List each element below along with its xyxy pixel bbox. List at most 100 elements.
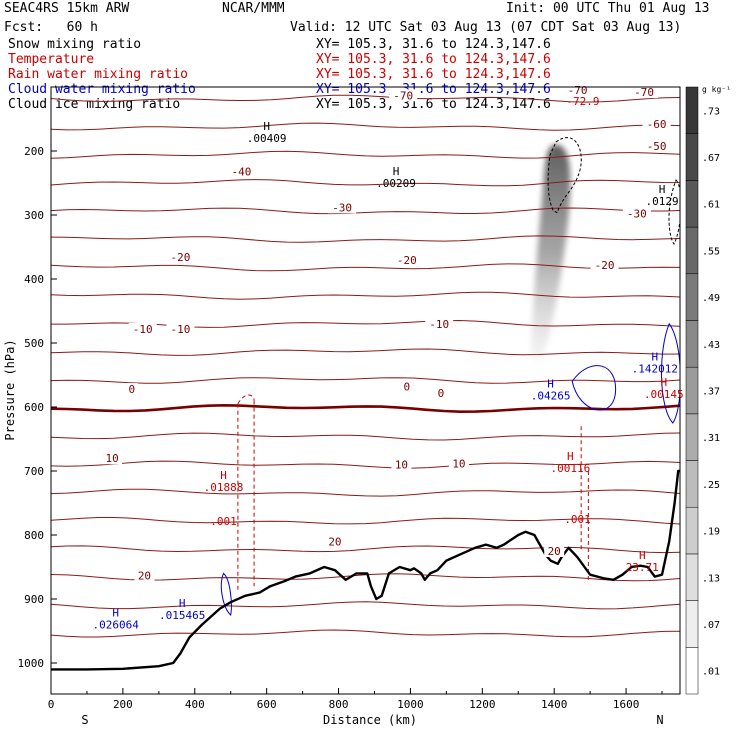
colorbar-tick-label: .25 <box>702 480 720 491</box>
colorbar-tick-label: .19 <box>702 527 720 538</box>
model-title: SEAC4RS 15km ARW <box>4 1 130 16</box>
maximum-value: .01888 <box>204 481 244 494</box>
isotherm-label: -20 <box>595 259 615 272</box>
maximum-value: .00209 <box>376 177 416 190</box>
valid-time: Valid: 12 UTC Sat 03 Aug 13 (07 CDT Sat … <box>290 20 682 35</box>
x-tick-label: 200 <box>113 698 133 711</box>
isotherm-label-bg <box>166 251 195 264</box>
maximum-marker: H <box>639 549 646 562</box>
colorbar-segment <box>685 86 699 134</box>
isotherm-label: -40 <box>232 165 252 178</box>
isotherm-line <box>51 235 680 243</box>
y-tick-label: 700 <box>24 465 44 478</box>
isotherm-label: 10 <box>452 457 465 470</box>
colorbar-tick-label: .37 <box>702 387 720 398</box>
x-tick-label: 1000 <box>397 698 424 711</box>
colorbar-tick-label: .31 <box>702 433 720 444</box>
isotherm-line <box>51 601 680 610</box>
field-snow-label: Snow mixing ratio <box>8 37 142 52</box>
colorbar-tick-label: .43 <box>702 340 720 351</box>
isotherm-line <box>51 122 680 131</box>
colorbar-segment <box>685 553 699 601</box>
isotherm-label-bg <box>328 201 357 214</box>
colorbar-tick-label: .67 <box>702 153 720 164</box>
maximum-value: .04265 <box>531 389 571 402</box>
field-cloudwater-label: Cloud water mixing ratio <box>8 82 196 97</box>
maximum-value: .00116 <box>550 462 590 475</box>
isotherm-label-bg <box>125 383 138 396</box>
x-end-label-north: N <box>656 713 663 727</box>
maximum-marker: H <box>567 450 574 463</box>
maximum-value: .001 <box>210 515 237 528</box>
isotherm-line <box>51 263 680 272</box>
isotherm-label: -30 <box>332 201 352 214</box>
isotherm-label-bg <box>642 118 671 131</box>
isotherm-label: 10 <box>395 459 408 472</box>
isotherm-label-bg <box>544 545 565 557</box>
x-tick-label: 800 <box>329 698 349 711</box>
isotherm-label-bg <box>324 535 345 548</box>
isotherm-label-bg <box>434 386 447 399</box>
colorbar-tick-label: .61 <box>702 200 720 211</box>
colorbar-segment <box>685 506 699 555</box>
colorbar-tick-label: .55 <box>702 246 720 257</box>
isotherm-label: 0 <box>438 387 445 400</box>
isotherm-label: -20 <box>397 254 417 267</box>
isotherm-line <box>51 629 680 638</box>
x-tick-label: 0 <box>48 698 55 711</box>
cloud-water-contour <box>571 365 616 411</box>
init-time: Init: 00 UTC Thu 01 Aug 13 <box>506 1 710 16</box>
y-axis-label: Pressure (hPa) <box>3 339 17 440</box>
isotherm-label-bg <box>392 253 421 266</box>
isotherm-label: -70 <box>634 86 654 99</box>
y-tick-label: 900 <box>24 593 44 606</box>
isotherm-line <box>51 348 680 356</box>
y-tick-label: 400 <box>24 273 44 286</box>
isotherm-label: 20 <box>138 569 151 582</box>
y-tick-label: 300 <box>24 209 44 222</box>
colorbar-segment <box>685 413 699 461</box>
y-tick-label: 800 <box>24 529 44 542</box>
colorbar-segment <box>685 180 699 228</box>
isotherm-line <box>51 460 680 469</box>
x-end-label-south: S <box>81 713 88 727</box>
colorbar-segment <box>685 133 699 181</box>
colorbar-tick-label: .49 <box>702 293 720 304</box>
cloud-ice-contour <box>547 137 582 214</box>
field-rain-label: Rain water mixing ratio <box>8 67 189 82</box>
isotherm-label: -20 <box>170 251 190 264</box>
colorbar-segment <box>685 460 699 508</box>
maximum-value: .015465 <box>159 609 205 622</box>
plot-frame <box>50 86 681 695</box>
colorbar-segment <box>685 647 699 695</box>
colorbar-unit: g kg⁻¹ <box>702 85 731 94</box>
maximum-value: -72.9 <box>566 95 599 108</box>
maximum-value: .142012 <box>632 363 678 376</box>
field-cloudice-xy: XY= 105.3, 31.6 to 124.3,147.6 <box>316 97 551 112</box>
x-tick-label: 1200 <box>469 698 496 711</box>
y-tick-label: 200 <box>24 145 44 158</box>
rain-water-contour <box>237 394 255 405</box>
colorbar-tick-label: .13 <box>702 573 720 584</box>
maximum-marker: H <box>661 376 668 389</box>
isotherm-label-bg <box>102 452 123 465</box>
isotherm-line <box>51 150 680 159</box>
isotherm-label: 0 <box>404 381 411 394</box>
x-tick-label: 600 <box>257 698 277 711</box>
maximum-marker: H <box>652 351 659 364</box>
field-cloudice-label: Cloud ice mixing ratio <box>8 97 181 112</box>
maximum-marker: H <box>547 377 554 390</box>
field-cloudwater-xy: XY= 105.3, 31.6 to 124.3,147.6 <box>316 82 551 97</box>
colorbar-tick-label: .07 <box>702 620 720 631</box>
maximum-marker: H <box>393 165 400 178</box>
isotherm-label-bg <box>622 207 651 220</box>
maximum-marker: H <box>179 597 186 610</box>
isotherm-line <box>51 377 680 384</box>
isotherm-label: 20 <box>328 535 341 548</box>
isotherm-line <box>51 517 680 525</box>
maximum-value: .001 <box>564 513 591 526</box>
y-tick-label: 600 <box>24 401 44 414</box>
isotherm-label: -30 <box>627 208 647 221</box>
isotherm-label: 0 <box>129 383 136 396</box>
y-tick-label: 1000 <box>18 657 45 670</box>
